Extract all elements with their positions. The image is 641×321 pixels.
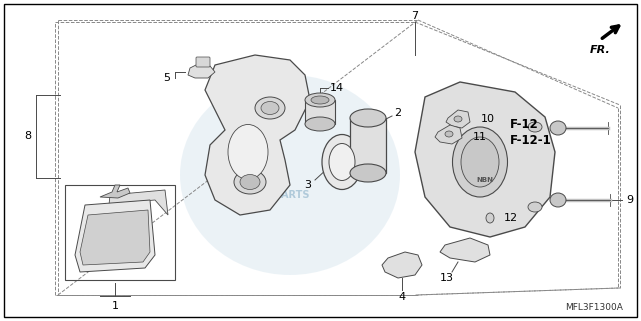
Polygon shape [80,210,150,265]
FancyBboxPatch shape [196,57,210,67]
Ellipse shape [305,93,335,107]
Polygon shape [75,200,155,272]
Text: 5: 5 [163,73,171,83]
Text: F-12-1: F-12-1 [510,134,552,146]
Ellipse shape [461,137,499,187]
Text: 4: 4 [399,292,406,302]
Text: MOTOR PARTS: MOTOR PARTS [231,190,309,200]
Ellipse shape [445,131,453,137]
Ellipse shape [486,213,494,223]
Ellipse shape [454,116,462,122]
Ellipse shape [180,75,400,275]
Ellipse shape [311,96,329,104]
Text: 13: 13 [440,273,454,283]
Bar [350,118,386,173]
Text: FR.: FR. [590,45,611,55]
Ellipse shape [240,175,260,189]
Ellipse shape [550,193,566,207]
Bar [305,100,335,124]
Ellipse shape [350,109,386,127]
Text: 14: 14 [330,83,344,93]
Ellipse shape [350,164,386,182]
Ellipse shape [305,117,335,131]
Text: 2: 2 [394,108,401,118]
Text: 11: 11 [473,132,487,142]
Polygon shape [382,252,422,278]
Text: NBN: NBN [476,177,494,183]
Text: 12: 12 [504,213,518,223]
Text: 9: 9 [626,195,633,205]
Ellipse shape [528,122,542,132]
Ellipse shape [234,170,266,194]
Text: 10: 10 [481,114,495,124]
Polygon shape [440,238,490,262]
Polygon shape [100,185,130,198]
Ellipse shape [453,127,508,197]
Ellipse shape [528,202,542,212]
Text: MFL3F1300A: MFL3F1300A [565,303,623,313]
Text: 3: 3 [304,180,312,190]
Ellipse shape [255,97,285,119]
Bar [65,185,175,280]
Text: F-12: F-12 [510,118,538,132]
Text: 8: 8 [24,131,31,141]
Ellipse shape [261,101,279,115]
Polygon shape [188,63,215,78]
Polygon shape [205,55,310,215]
Polygon shape [415,82,555,237]
Ellipse shape [228,125,268,179]
Polygon shape [435,125,462,144]
Polygon shape [446,110,470,128]
Text: 1: 1 [112,301,119,311]
Polygon shape [100,190,168,215]
Text: 7: 7 [412,11,419,21]
Ellipse shape [322,134,362,189]
Ellipse shape [550,121,566,135]
Ellipse shape [329,143,355,180]
